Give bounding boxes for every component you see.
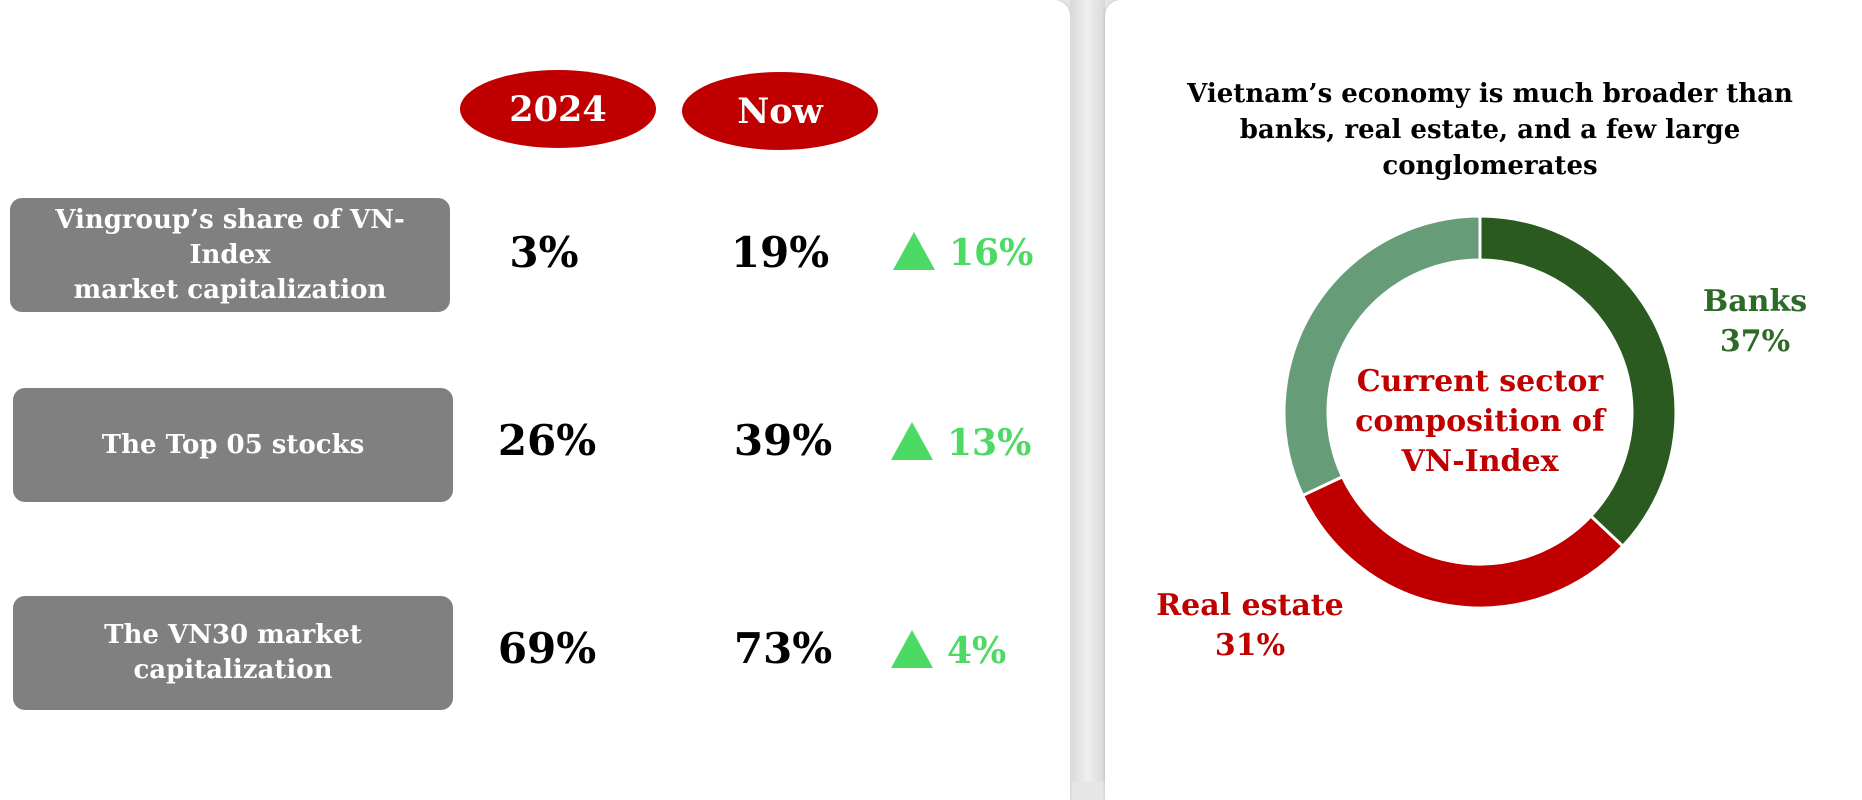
value-now: 73% bbox=[733, 624, 833, 673]
row-label-vingroup: Vingroup’s share of VN-Index market capi… bbox=[10, 198, 450, 312]
value-2024: 69% bbox=[497, 624, 597, 673]
change-indicator: 13% bbox=[891, 418, 1031, 468]
column-header-2024: 2024 bbox=[460, 70, 656, 148]
slice-value: 37% bbox=[1719, 324, 1791, 359]
row-label-vn30: The VN30 market capitalization bbox=[13, 596, 453, 710]
chart-panel bbox=[1105, 0, 1862, 800]
value-2024: 26% bbox=[497, 416, 597, 465]
change-indicator: 4% bbox=[891, 626, 1006, 676]
donut-slice-other bbox=[1282, 214, 1482, 498]
change-indicator: 16% bbox=[893, 228, 1033, 278]
panel-divider bbox=[1070, 0, 1105, 782]
row-label-line: market capitalization bbox=[73, 274, 387, 305]
up-triangle-icon bbox=[893, 232, 935, 270]
slice-label-real-estate: Real estate 31% bbox=[1150, 586, 1350, 666]
row-label-top5: The Top 05 stocks bbox=[13, 388, 453, 502]
value-2024: 3% bbox=[509, 228, 579, 277]
slice-value: 31% bbox=[1214, 628, 1286, 663]
center-label-line: composition of bbox=[1355, 404, 1605, 439]
chart-title: Vietnam’s economy is much broader than b… bbox=[1187, 79, 1793, 181]
donut-slice-banks bbox=[1478, 214, 1678, 549]
up-triangle-icon bbox=[891, 422, 933, 460]
slice-name: Banks bbox=[1702, 284, 1808, 319]
donut-center-label: Current sector composition of VN-Index bbox=[1340, 362, 1620, 482]
slice-label-banks: Banks 37% bbox=[1690, 282, 1820, 362]
row-label-line: Vingroup’s share of VN-Index bbox=[55, 204, 405, 270]
change-value: 4% bbox=[947, 630, 1007, 672]
value-now: 19% bbox=[730, 228, 830, 277]
up-triangle-icon bbox=[891, 630, 933, 668]
donut-chart bbox=[1282, 214, 1678, 610]
donut-slice-real-estate bbox=[1300, 474, 1625, 610]
slice-name: Real estate bbox=[1156, 588, 1344, 623]
center-label-line: VN-Index bbox=[1401, 444, 1559, 479]
row-label-line: The VN30 market bbox=[104, 620, 362, 650]
center-label-line: Current sector bbox=[1356, 364, 1604, 399]
change-value: 16% bbox=[949, 232, 1034, 274]
row-label-line: capitalization bbox=[133, 655, 333, 685]
row-label-line: The Top 05 stocks bbox=[101, 429, 365, 460]
column-header-now: Now bbox=[682, 72, 878, 150]
value-now: 39% bbox=[733, 416, 833, 465]
change-value: 13% bbox=[947, 422, 1032, 464]
